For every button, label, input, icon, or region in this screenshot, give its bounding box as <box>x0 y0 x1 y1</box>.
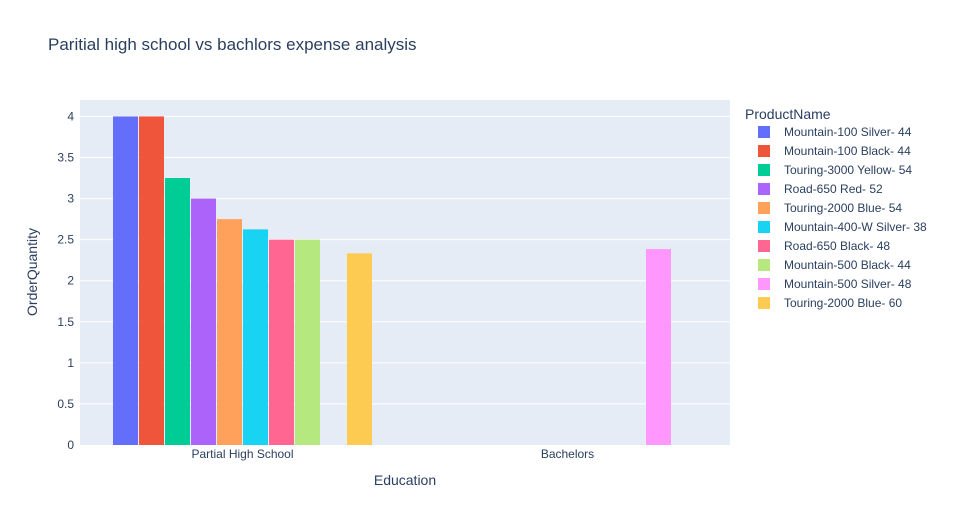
bar <box>295 239 320 445</box>
legend-entry[interactable]: Mountain-500 Silver- 48 <box>784 277 912 291</box>
y-tick-label: 2.5 <box>57 233 74 247</box>
legend-swatch[interactable] <box>758 240 770 252</box>
legend-swatch[interactable] <box>758 145 770 157</box>
y-tick-label: 0.5 <box>57 397 74 411</box>
legend-entry[interactable]: Touring-2000 Blue- 54 <box>784 201 902 215</box>
y-tick-labels: 0 0.5 1 1.5 2 2.5 3 3.5 4 <box>57 109 74 452</box>
legend-entry[interactable]: Road-650 Red- 52 <box>784 182 883 196</box>
y-axis-label: OrderQuantity <box>24 228 40 316</box>
y-tick-label: 1.5 <box>57 315 74 329</box>
legend-swatch[interactable] <box>758 297 770 309</box>
x-tick-labels: Partial High School Bachelors <box>191 447 594 461</box>
legend-entry[interactable]: Mountain-500 Black- 44 <box>784 258 911 272</box>
legend-title: ProductName <box>745 106 831 122</box>
legend-swatch[interactable] <box>758 278 770 290</box>
bar <box>243 229 268 445</box>
legend-swatch[interactable] <box>758 221 770 233</box>
chart-title: Paritial high school vs bachlors expense… <box>48 35 417 54</box>
bar <box>139 116 164 445</box>
legend-swatch[interactable] <box>758 126 770 138</box>
legend: ProductName Mountain-100 Silver- 44 Mount… <box>745 106 927 310</box>
legend-swatch[interactable] <box>758 259 770 271</box>
bar <box>113 116 138 445</box>
bar <box>217 219 242 445</box>
legend-entry[interactable]: Mountain-100 Black- 44 <box>784 144 911 158</box>
bar <box>191 198 216 445</box>
legend-swatch[interactable] <box>758 183 770 195</box>
y-tick-label: 3.5 <box>57 151 74 165</box>
legend-swatch[interactable] <box>758 164 770 176</box>
y-tick-label: 4 <box>67 109 74 123</box>
bar <box>269 239 294 445</box>
y-tick-label: 1 <box>67 356 74 370</box>
legend-entry[interactable]: Mountain-400-W Silver- 38 <box>784 220 927 234</box>
x-tick-label: Partial High School <box>191 447 293 461</box>
y-tick-label: 0 <box>67 438 74 452</box>
legend-entry[interactable]: Touring-3000 Yellow- 54 <box>784 163 912 177</box>
legend-entry[interactable]: Road-650 Black- 48 <box>784 239 890 253</box>
bar <box>347 253 372 445</box>
legend-swatch[interactable] <box>758 202 770 214</box>
y-tick-label: 2 <box>67 274 74 288</box>
bar <box>646 249 671 445</box>
x-tick-label: Bachelors <box>541 447 594 461</box>
x-axis-label: Education <box>374 472 436 488</box>
legend-entry[interactable]: Touring-2000 Blue- 60 <box>784 296 902 310</box>
bars <box>113 116 671 446</box>
legend-entry[interactable]: Mountain-100 Silver- 44 <box>784 125 912 139</box>
bar <box>165 178 190 446</box>
y-tick-label: 3 <box>67 192 74 206</box>
